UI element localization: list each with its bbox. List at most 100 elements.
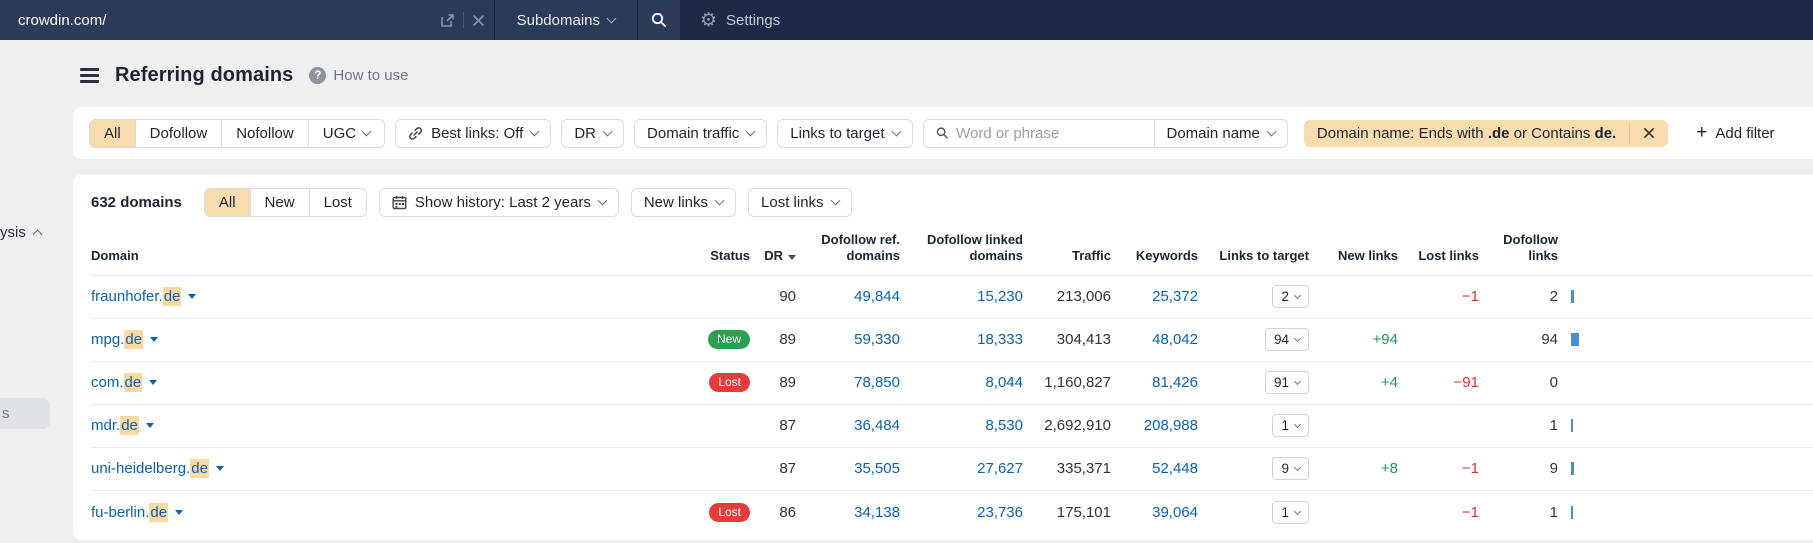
traffic-value: 335,371 (1056, 460, 1111, 477)
clear-icon[interactable] (464, 0, 494, 40)
dr-value: 87 (779, 417, 796, 434)
filter-all[interactable]: All (90, 119, 135, 147)
target-input[interactable]: crowdin.com/ (18, 11, 107, 29)
sidebar-item-selected-truncated[interactable]: s (0, 398, 50, 429)
sidebar-item-label: ysis (0, 224, 26, 241)
domain-link[interactable]: mpg.de (91, 330, 144, 349)
active-filter-chip[interactable]: Domain name: Ends with .de or Contains d… (1303, 119, 1669, 147)
dofollow-links-value: 9 (1549, 460, 1558, 477)
dr-value: 89 (779, 331, 796, 348)
domain-traffic-filter-dropdown[interactable]: Domain traffic (634, 118, 768, 148)
show-history-dropdown[interactable]: Show history: Last 2 years (378, 188, 619, 217)
keywords-value[interactable]: 25,372 (1152, 288, 1198, 305)
dr-filter-dropdown[interactable]: DR (561, 118, 625, 148)
dofollow-ref-domains-value[interactable]: 35,505 (854, 460, 900, 477)
best-links-dropdown[interactable]: Best links: Off (395, 118, 552, 148)
keywords-value[interactable]: 39,064 (1152, 503, 1198, 521)
column-header-keywords[interactable]: Keywords (1135, 248, 1198, 264)
domains-count: 632 domains (91, 194, 182, 211)
chevron-down-icon (597, 195, 608, 206)
how-to-use-link[interactable]: ? How to use (309, 67, 408, 84)
dofollow-links-value: 94 (1541, 331, 1558, 348)
dofollow-links-value: 1 (1549, 417, 1558, 434)
column-header-dr[interactable]: DR (750, 248, 796, 264)
links-to-target-dropdown[interactable]: 2 (1272, 285, 1309, 308)
keywords-value[interactable]: 52,448 (1152, 460, 1198, 477)
dofollow-linked-domains-value[interactable]: 8,530 (985, 417, 1023, 434)
keywords-value[interactable]: 81,426 (1152, 374, 1198, 391)
status-lost[interactable]: Lost (308, 189, 366, 216)
phrase-search-input[interactable] (956, 124, 1142, 142)
settings-button[interactable]: ⚙ Settings (700, 11, 780, 30)
links-to-target-dropdown[interactable]: 91 (1264, 371, 1309, 394)
chevron-down-icon (1293, 463, 1302, 472)
dofollow-ref-domains-value[interactable]: 59,330 (854, 331, 900, 348)
domain-options-caret[interactable] (175, 509, 184, 515)
domain-options-caret[interactable] (188, 294, 197, 299)
domain-link[interactable]: com.de (91, 373, 143, 392)
dofollow-linked-domains-value[interactable]: 8,044 (985, 374, 1023, 391)
domain-options-caret[interactable] (150, 337, 159, 342)
dofollow-ref-domains-value[interactable]: 78,850 (854, 374, 900, 391)
dofollow-linked-domains-value[interactable]: 23,736 (977, 503, 1023, 521)
lost-links-dropdown[interactable]: Lost links (748, 188, 852, 217)
links-to-target-filter-dropdown[interactable]: Links to target (777, 118, 913, 148)
dofollow-ref-domains-value[interactable]: 49,844 (854, 288, 900, 305)
column-header-links-to-target[interactable]: Links to target (1219, 248, 1309, 264)
domain-options-caret[interactable] (145, 423, 154, 428)
open-external-icon[interactable] (433, 0, 463, 40)
dofollow-linked-domains-value[interactable]: 18,333 (977, 331, 1023, 348)
domain-link[interactable]: uni-heidelberg.de (91, 459, 209, 478)
dofollow-links-minibar (1571, 333, 1579, 346)
dofollow-ref-domains-value[interactable]: 36,484 (854, 417, 900, 434)
column-header-status[interactable]: Status (710, 248, 750, 264)
question-circle-icon: ? (309, 67, 327, 84)
column-header-traffic[interactable]: Traffic (1071, 248, 1111, 264)
divider (493, 0, 495, 40)
links-to-target-dropdown[interactable]: 9 (1272, 457, 1309, 480)
domain-link[interactable]: fraunhofer.de (91, 287, 182, 306)
phrase-search (924, 120, 1154, 147)
domain-link[interactable]: mdr.de (91, 416, 139, 435)
search-field-select[interactable]: Domain name (1153, 119, 1287, 147)
filter-ugc[interactable]: UGC (307, 119, 384, 147)
filter-dofollow[interactable]: Dofollow (134, 119, 222, 147)
add-filter-button[interactable]: + Add filter (1696, 121, 1775, 143)
links-to-target-dropdown[interactable]: 94 (1264, 328, 1309, 351)
scope-select[interactable]: Subdomains (495, 0, 637, 40)
column-header-dofollow-links[interactable]: Dofollow links (1503, 232, 1558, 264)
search-button[interactable] (638, 0, 680, 40)
status-new[interactable]: New (249, 189, 309, 216)
domain-options-caret[interactable] (149, 380, 158, 385)
column-header-domain[interactable]: Domain (91, 248, 139, 264)
dofollow-links-minibar (1571, 505, 1573, 519)
table-header-row: Domain Status DR Dofollow ref. domains D… (91, 232, 1813, 276)
links-to-target-dropdown[interactable]: 1 (1272, 414, 1309, 437)
domain-link[interactable]: fu-berlin.de (91, 502, 169, 522)
menu-icon[interactable] (80, 68, 99, 83)
column-header-new-links[interactable]: New links (1338, 248, 1398, 264)
keywords-value[interactable]: 48,042 (1152, 331, 1198, 348)
keywords-value[interactable]: 208,988 (1143, 417, 1198, 434)
dofollow-links-minibar (1571, 462, 1574, 475)
match-highlight: de (124, 330, 144, 349)
dofollow-ref-domains-value[interactable]: 34,138 (854, 503, 900, 521)
settings-label: Settings (726, 11, 781, 29)
table-body: fraunhofer.de 90 49,844 15,230 213,006 2… (91, 276, 1813, 534)
remove-filter-icon[interactable] (1629, 122, 1668, 144)
table-row: fraunhofer.de 90 49,844 15,230 213,006 2… (91, 276, 1813, 319)
lost-links-value: −1 (1461, 288, 1479, 305)
dofollow-linked-domains-value[interactable]: 27,627 (977, 460, 1023, 477)
filter-nofollow[interactable]: Nofollow (221, 119, 308, 147)
column-header-dofollow-linked-domains[interactable]: Dofollow linked domains (926, 232, 1023, 264)
status-all[interactable]: All (204, 189, 250, 216)
target-toolbar: crowdin.com/ Subdomains (0, 0, 680, 40)
divider (637, 0, 638, 40)
column-header-dofollow-ref-domains[interactable]: Dofollow ref. domains (821, 232, 900, 264)
links-to-target-dropdown[interactable]: 1 (1272, 500, 1309, 524)
dofollow-linked-domains-value[interactable]: 15,230 (977, 288, 1023, 305)
sidebar-item-analysis-truncated[interactable]: ysis (0, 224, 43, 241)
domain-options-caret[interactable] (215, 466, 224, 471)
column-header-lost-links[interactable]: Lost links (1418, 248, 1479, 264)
new-links-dropdown[interactable]: New links (630, 188, 737, 217)
